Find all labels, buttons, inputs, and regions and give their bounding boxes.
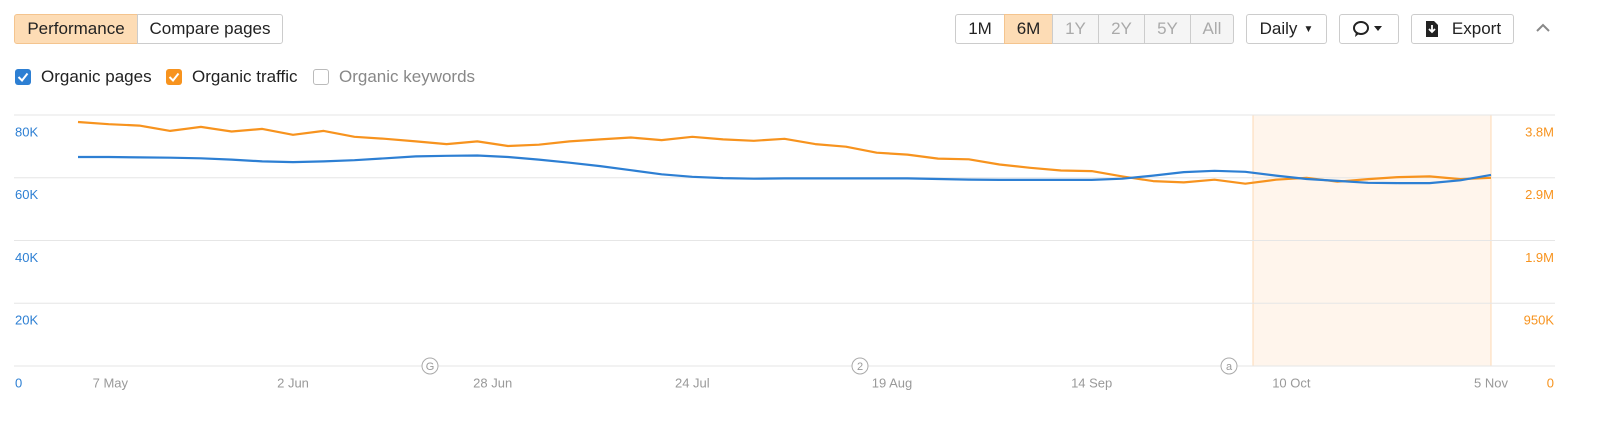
y-tick-label: 0 [15,375,22,390]
tab[interactable]: Compare pages [137,14,283,44]
legend-label: Organic keywords [339,67,476,86]
annotation-label: 2 [857,361,863,373]
legend-checkbox[interactable] [15,69,31,85]
annotation-marker [851,357,869,375]
y2-tick-label: 2.9M [1525,187,1554,202]
y-tick-label: 40K [15,250,38,265]
check-mark [168,72,180,83]
x-tick-label: 7 May [93,375,129,390]
x-tick-label: 2 Jun [277,375,309,390]
x-tick-label: 14 Sep [1071,375,1112,390]
x-tick-label: 19 Aug [872,375,913,390]
range-button[interactable]: All [1190,14,1234,44]
legend-label: Organic pages [41,67,152,86]
legend-checkbox[interactable] [166,69,182,85]
series-line [77,120,1492,185]
interval-dropdown[interactable]: Daily ▼ [1246,14,1327,44]
comment-icon [1353,21,1382,37]
legend-label: Organic traffic [192,67,298,86]
tab[interactable]: Performance [14,14,138,44]
collapse-icon[interactable] [1535,22,1551,34]
y2-tick-label: 3.8M [1525,124,1554,139]
x-tick-label: 28 Jun [473,375,512,390]
y-tick-label: 80K [15,124,38,139]
x-tick-label: 10 Oct [1272,375,1311,390]
annotation-marker [421,357,439,375]
y2-tick-label: 950K [1524,313,1555,328]
x-tick-label: 24 Jul [675,375,710,390]
legend-checkbox[interactable] [313,69,329,85]
export-icon [1425,21,1438,37]
y2-tick-label: 0 [1547,375,1554,390]
y2-tick-label: 1.9M [1525,250,1554,265]
annotation-label: a [1226,361,1233,373]
check-mark [17,72,29,83]
export-label: Export [1451,19,1502,38]
interval-label: Daily [1259,19,1298,38]
annotation-dropdown[interactable] [1339,14,1399,44]
export-button[interactable]: Export [1411,14,1514,44]
y-tick-label: 20K [15,313,38,328]
range-button[interactable]: 1Y [1052,14,1099,44]
annotation-marker [1220,357,1238,375]
range-button[interactable]: 1M [955,14,1005,44]
y-tick-label: 60K [15,187,38,202]
x-tick-label: 5 Nov [1474,375,1508,390]
range-button[interactable]: 5Y [1144,14,1191,44]
annotation-label: G [426,361,435,373]
series-line [78,154,1492,185]
caret: ▼ [1303,23,1314,35]
